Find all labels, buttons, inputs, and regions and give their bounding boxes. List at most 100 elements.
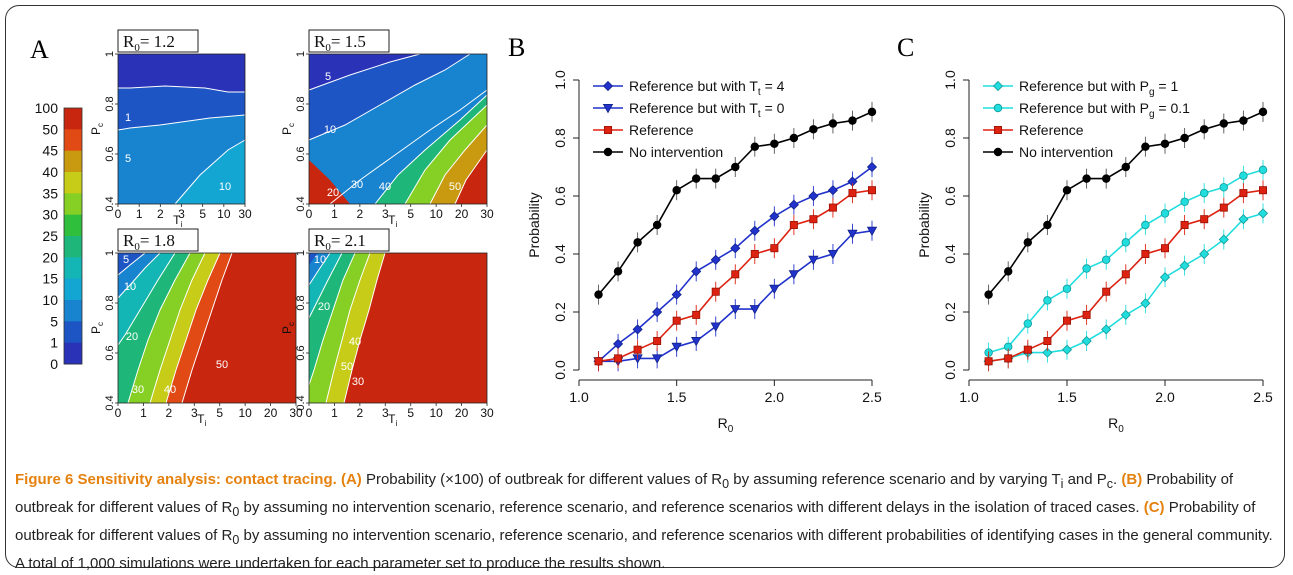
- panel-b-letter: B: [508, 33, 525, 62]
- data-point-diamond: [788, 199, 799, 210]
- heatmap-frame: [308, 53, 488, 205]
- data-point-circle: [1121, 238, 1131, 247]
- colorbar-tick-label: 0: [50, 356, 58, 372]
- data-point-square: [633, 345, 642, 354]
- contour-label: 10: [324, 124, 336, 136]
- colorbar-swatch: [64, 150, 82, 173]
- data-point-diamond: [1159, 272, 1171, 283]
- r0-title: R0= 1.8: [123, 231, 175, 253]
- data-point-circle: [993, 147, 1003, 157]
- heatmap-frame: [117, 252, 297, 404]
- data-point-diamond: [691, 266, 702, 277]
- x-tick-label: 5: [199, 207, 206, 221]
- data-point-circle: [993, 103, 1003, 113]
- data-point-diamond: [827, 185, 838, 196]
- data-point-square: [809, 215, 818, 224]
- data-point-square: [868, 186, 877, 195]
- data-point-square: [604, 126, 613, 135]
- colorbar-tick-label: 5: [50, 313, 58, 329]
- colorbar-tick-label: 40: [42, 164, 58, 180]
- x-tick-label: 20: [264, 406, 278, 420]
- data-point-circle: [1023, 238, 1033, 247]
- data-point-circle: [1239, 116, 1248, 125]
- data-point-square: [614, 354, 623, 363]
- y-tick-label: 0.4: [295, 395, 307, 410]
- x-tick-label: 1.0: [959, 389, 979, 405]
- colorbar-swatch: [64, 129, 82, 152]
- data-point-square: [984, 357, 993, 366]
- data-point-square: [770, 244, 779, 253]
- y-tick-label: 0.2: [942, 302, 958, 322]
- colorbar-tick-label: 100: [35, 100, 59, 116]
- data-point-circle: [828, 119, 838, 128]
- x-tick-label: 2: [357, 406, 364, 420]
- x-tick-label: 10: [217, 207, 231, 221]
- caption-c-label: (C): [1143, 499, 1165, 516]
- x-tick-label: 30: [480, 207, 494, 221]
- contour-label: 30: [132, 384, 144, 396]
- data-point-triangle: [710, 322, 721, 332]
- data-point-square: [1102, 287, 1111, 296]
- x-tick-label: 1: [331, 207, 338, 221]
- data-point-circle: [867, 107, 877, 117]
- colorbar-tick-label: 10: [42, 292, 58, 308]
- colorbar-swatch: [64, 257, 82, 280]
- data-point-square: [1259, 186, 1268, 195]
- data-point-square: [1043, 336, 1052, 345]
- data-point-square: [994, 126, 1003, 135]
- contour-label: 40: [349, 336, 361, 348]
- data-point-circle: [809, 125, 818, 134]
- data-point-square: [1200, 215, 1209, 224]
- x-tick-label: 1: [136, 207, 143, 221]
- contour-label: 20: [126, 331, 138, 343]
- data-point-diamond: [1199, 248, 1210, 260]
- y-tick-label: 0.6: [552, 186, 568, 206]
- data-point-triangle: [808, 255, 819, 266]
- x-tick-label: 2.0: [1155, 389, 1175, 405]
- data-point-circle: [1141, 220, 1150, 230]
- data-point-square: [1239, 189, 1248, 198]
- legend-label: No intervention: [1019, 144, 1113, 160]
- y-tick-label: 0.6: [295, 345, 307, 360]
- caption-a-sub2: i: [1060, 477, 1064, 491]
- data-point-diamond: [1061, 344, 1073, 355]
- y-tick-label: 0.4: [104, 395, 116, 410]
- x-tick-label: 0: [306, 207, 313, 221]
- y-tick-label: 1: [104, 250, 116, 256]
- figure-frame: [5, 5, 1285, 568]
- series-group: [594, 101, 877, 305]
- r0-title: R0= 1.5: [314, 32, 366, 54]
- y-tick-label: 0.6: [942, 186, 958, 206]
- x-tick-label: 5: [407, 207, 414, 221]
- caption-a-text-2: by assuming reference scenario and by va…: [729, 471, 1061, 488]
- heatmap-r0-1-8: [117, 252, 296, 404]
- contour-label: 5: [325, 71, 331, 83]
- colorbar-swatch: [64, 108, 82, 130]
- data-point-diamond: [671, 289, 682, 300]
- colorbar-tick-label: 45: [42, 143, 58, 159]
- contour-label: 1: [125, 112, 131, 124]
- colorbar-border: [63, 107, 83, 365]
- data-point-circle: [750, 142, 760, 151]
- data-point-square: [848, 189, 857, 198]
- x-tick-label: 1.0: [569, 389, 589, 405]
- contour-label: 50: [449, 181, 461, 193]
- data-point-circle: [1180, 133, 1189, 143]
- x-tick-label: 1: [140, 406, 147, 420]
- r0-title-box: [308, 228, 390, 252]
- colorbar-tick-label: 30: [42, 207, 58, 223]
- y-axis-label: Pc: [280, 123, 296, 135]
- colorbar-tick-label: 50: [42, 121, 58, 137]
- legend-label: Reference but with Tt = 4: [629, 78, 785, 98]
- x-tick-label: 20: [455, 207, 469, 221]
- colorbar-swatch: [64, 214, 82, 237]
- data-point-circle: [1180, 197, 1189, 207]
- data-point-diamond: [769, 211, 780, 222]
- data-point-triangle: [651, 354, 663, 364]
- x-axis-label: Ti: [197, 412, 206, 428]
- legend-label: Reference: [1019, 122, 1084, 138]
- y-tick-label: 0.6: [295, 146, 307, 161]
- x-tick-label: 2: [166, 406, 173, 420]
